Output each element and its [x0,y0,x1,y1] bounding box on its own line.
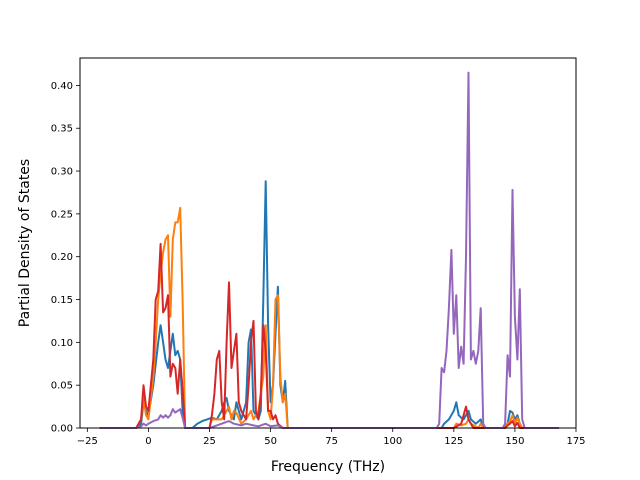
y-tick-label: 0.30 [51,167,73,178]
x-tick-label: 75 [325,436,338,447]
x-tick-label: −25 [77,436,98,447]
x-tick-label: 150 [505,436,524,447]
series-line-2 [99,206,559,429]
y-tick-label: 0.15 [51,295,73,306]
y-tick-label: 0.00 [51,424,73,435]
y-axis-label: Partial Density of States [17,159,33,327]
y-tick-label: 0.35 [51,124,73,135]
x-tick-label: 125 [444,436,463,447]
x-axis: −25 0 25 50 75 100 125 150 175 [77,428,586,447]
y-tick-label: 0.10 [51,338,73,349]
x-tick-label: 25 [203,436,216,447]
x-tick-label: 0 [145,436,151,447]
y-tick-label: 0.20 [51,252,73,263]
y-tick-label: 0.05 [51,381,73,392]
x-tick-label: 50 [264,436,277,447]
y-tick-label: 0.40 [51,81,73,92]
x-axis-label: Frequency (THz) [271,459,385,475]
axes-frame [79,57,577,429]
x-tick-label: 175 [566,436,585,447]
y-tick-label: 0.25 [51,209,73,220]
series-line-3 [99,242,559,429]
x-tick-label: 100 [383,436,402,447]
y-axis: 0.00 0.05 0.10 0.15 0.20 0.25 0.30 0.35 0.40 [51,81,80,435]
